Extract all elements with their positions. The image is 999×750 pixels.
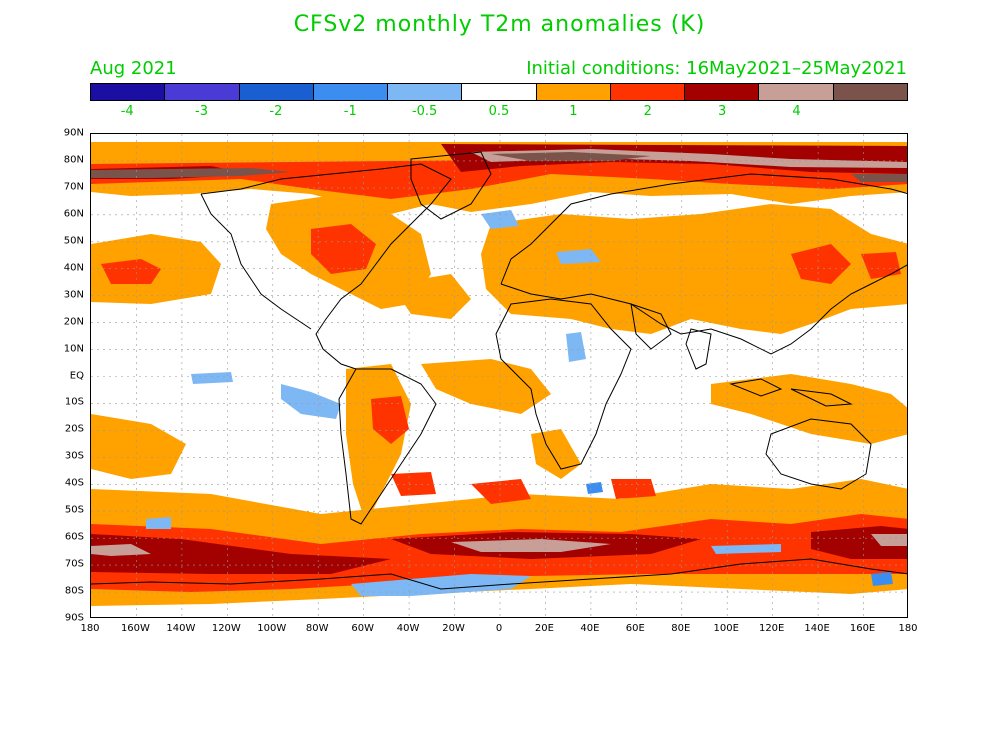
- longitude-tick-label: 120E: [758, 623, 785, 634]
- color-scale-label: 1: [569, 104, 578, 119]
- latitude-tick-label: 10S: [64, 396, 84, 408]
- longitude-tick-label: 140W: [166, 623, 196, 634]
- latitude-tick-label: 30S: [64, 450, 84, 462]
- color-scale-swatch-6: [536, 84, 611, 100]
- longitude-tick-label: 160E: [849, 623, 876, 634]
- latitude-tick-label: 70N: [63, 181, 84, 193]
- latitude-tick-label: 90N: [63, 127, 84, 139]
- longitude-tick-label: 120W: [211, 623, 241, 634]
- longitude-tick-label: 0: [495, 623, 503, 634]
- positive-anomaly-fill-gt4: [91, 152, 907, 182]
- color-scale-swatch-0: [91, 84, 166, 100]
- latitude-tick-label: 20N: [63, 316, 84, 328]
- color-scale-label: -0.5: [411, 104, 438, 119]
- latitude-tick-label: EQ: [69, 370, 84, 381]
- latitude-tick-label: 20S: [64, 423, 84, 435]
- latitude-tick-label: 50S: [64, 504, 84, 516]
- longitude-tick-label: 100W: [257, 623, 287, 634]
- latitude-tick-label: 50N: [63, 235, 84, 247]
- latitude-tick-label: 40S: [64, 477, 84, 489]
- color-scale-swatch-10: [833, 84, 907, 100]
- color-scale-label: -2: [269, 104, 283, 119]
- color-scale-label: 2: [643, 104, 652, 119]
- anomaly-map: [90, 133, 908, 618]
- latitude-tick-label: 80N: [63, 154, 84, 166]
- color-scale-swatch-1: [165, 84, 240, 100]
- longitude-tick-label: 60W: [351, 623, 374, 634]
- map-title: CFSv2 monthly T2m anomalies (K): [293, 12, 706, 37]
- color-scale-label: -1: [343, 104, 357, 119]
- color-scale-label: -3: [195, 104, 209, 119]
- latitude-tick-label: 70S: [64, 558, 84, 570]
- latitude-tick-label: 60N: [63, 208, 84, 220]
- color-scale-swatch-3: [313, 84, 389, 100]
- longitude-tick-label: 80W: [305, 623, 329, 634]
- anomaly-map-svg: [91, 134, 907, 617]
- color-scale-swatch-2: [239, 84, 314, 100]
- longitude-tick-label: 100E: [713, 623, 739, 634]
- color-scale-bar: [90, 83, 908, 101]
- latitude-tick-label: 90S: [64, 612, 84, 624]
- longitude-tick-label: 80E: [671, 623, 691, 634]
- color-scale-label: 3: [717, 104, 727, 119]
- initial-conditions-label: Initial conditions: 16May2021–25May2021: [526, 58, 907, 79]
- longitude-tick-label: 20W: [442, 623, 465, 634]
- graticule: [91, 134, 907, 617]
- color-scale-swatch-4: [388, 84, 463, 100]
- color-scale-label: 4: [792, 104, 801, 119]
- latitude-tick-label: 40N: [63, 262, 84, 274]
- forecast-month-label: Aug 2021: [90, 58, 177, 79]
- longitude-tick-label: 180: [80, 623, 100, 634]
- coastlines: [91, 151, 907, 590]
- latitude-tick-label: 30N: [63, 289, 84, 301]
- longitude-tick-label: 140E: [804, 623, 830, 634]
- longitude-tick-label: 40E: [580, 623, 600, 634]
- color-scale-label: 0.5: [488, 104, 510, 119]
- negative-anomaly-fill-strong: [586, 482, 893, 586]
- latitude-tick-label: 80S: [64, 585, 84, 597]
- color-scale-swatch-5: [462, 84, 537, 100]
- color-scale-swatch-8: [685, 84, 760, 100]
- longitude-tick-label: 40W: [396, 623, 420, 634]
- negative-anomaly-fill: [146, 210, 781, 596]
- longitude-tick-label: 180: [898, 623, 918, 634]
- longitude-tick-label: 20E: [534, 623, 554, 634]
- longitude-tick-label: 60E: [625, 623, 645, 634]
- latitude-tick-label: 10N: [63, 343, 84, 355]
- color-scale-label: -4: [120, 104, 134, 119]
- color-scale-swatch-7: [610, 84, 686, 100]
- longitude-tick-label: 160W: [120, 623, 150, 634]
- color-scale-swatch-9: [759, 84, 834, 100]
- latitude-tick-label: 60S: [64, 531, 84, 543]
